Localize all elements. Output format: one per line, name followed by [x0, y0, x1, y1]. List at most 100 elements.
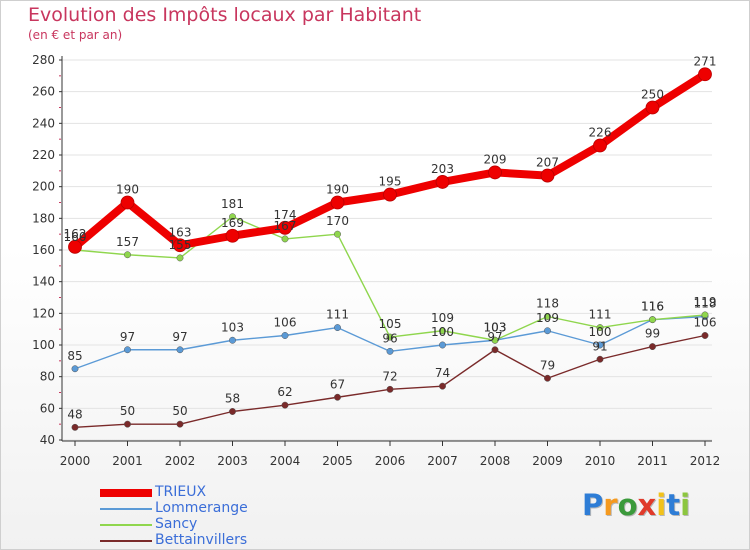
legend-label: TRIEUX [155, 484, 207, 500]
data-label: 109 [431, 311, 454, 325]
data-label: 118 [694, 297, 717, 311]
data-label: 190 [116, 183, 139, 197]
data-label: 106 [694, 316, 717, 330]
data-label: 119 [694, 295, 717, 309]
logo-letter: i [680, 488, 691, 522]
logo-letter: x [637, 488, 657, 522]
data-label: 116 [641, 300, 664, 314]
logo-letter: o [617, 488, 638, 522]
legend-item-bettainvillers: Bettainvillers [100, 532, 320, 549]
series-point [229, 213, 236, 221]
series-point [229, 336, 236, 344]
series-point [225, 228, 240, 243]
y-tick-label: 200 [32, 180, 55, 194]
x-tick-label: 2002 [165, 454, 196, 468]
y-tick-label: 180 [32, 211, 55, 225]
data-label: 250 [641, 88, 664, 102]
x-tick-label: 2004 [270, 454, 301, 468]
series-point [281, 401, 289, 409]
series-point [593, 138, 607, 153]
y-tick-label: 240 [32, 116, 55, 130]
series-point [173, 238, 187, 253]
data-label: 100 [431, 325, 454, 339]
legend-swatch [100, 508, 152, 510]
logo-letter: t [666, 488, 681, 522]
data-label: 174 [274, 208, 297, 222]
data-label: 162 [64, 227, 87, 241]
data-label: 109 [536, 311, 559, 325]
series-point [71, 423, 79, 431]
series-point [330, 195, 345, 210]
series-point [124, 251, 131, 259]
data-label: 118 [536, 297, 559, 311]
legend-item-trieux: TRIEUX [100, 484, 320, 501]
series-point [334, 324, 341, 332]
data-label: 67 [330, 377, 345, 391]
legend-label: Lommerange [155, 500, 248, 516]
series-point [596, 324, 604, 332]
data-label: 190 [326, 183, 349, 197]
series-point [439, 382, 446, 390]
legend-swatch [100, 540, 152, 542]
chart-legend: TRIEUX Lommerange Sancy Bettainvillers [100, 484, 320, 549]
legend-label: Bettainvillers [155, 532, 248, 548]
series-point [334, 230, 341, 238]
series-point [491, 336, 499, 344]
series-line-trieux [71, 70, 709, 251]
logo-letter: r [603, 488, 618, 522]
legend-label: Sancy [155, 516, 198, 532]
series-point [596, 355, 604, 363]
x-tick-label: 2007 [427, 454, 458, 468]
series-point [439, 327, 446, 335]
series-point [124, 420, 131, 428]
data-label: 209 [484, 152, 507, 166]
data-label: 163 [169, 225, 192, 239]
series-point [435, 175, 450, 189]
logo-letter: i [656, 488, 667, 522]
data-label: 111 [326, 308, 349, 322]
chart-title: Evolution des Impôts locaux par Habitant [28, 4, 422, 26]
series-point [229, 408, 236, 415]
series-point [176, 420, 184, 428]
legend-item-lommerange: Lommerange [100, 500, 320, 517]
x-tick-label: 2006 [375, 454, 406, 468]
data-label: 85 [67, 349, 82, 363]
series-point [701, 332, 709, 339]
data-label: 157 [116, 235, 139, 249]
data-label: 58 [225, 392, 240, 406]
data-label: 103 [221, 320, 244, 334]
x-tick-label: 2008 [480, 454, 511, 468]
data-label: 226 [589, 126, 612, 140]
series-point [386, 385, 394, 393]
series-point [120, 195, 135, 210]
data-label: 169 [221, 216, 244, 230]
series-point [176, 254, 184, 262]
logo-letter: P [582, 488, 604, 522]
x-tick-label: 2003 [217, 454, 248, 468]
data-label: 155 [169, 238, 192, 252]
y-tick-label: 60 [40, 401, 55, 415]
data-label: 105 [379, 317, 402, 331]
data-label: 100 [589, 325, 612, 339]
data-label: 50 [120, 404, 135, 418]
series-point [649, 316, 656, 324]
series-point [649, 343, 656, 351]
data-label: 271 [694, 54, 717, 68]
data-label: 116 [641, 300, 664, 314]
y-tick-label: 140 [32, 275, 55, 289]
series-point [71, 365, 79, 373]
data-label: 207 [536, 156, 559, 170]
series-point [491, 346, 499, 354]
data-label: 99 [645, 327, 660, 341]
data-label: 170 [326, 214, 349, 228]
data-label: 96 [382, 331, 397, 345]
x-tick-label: 2009 [532, 454, 563, 468]
x-tick-label: 2010 [585, 454, 616, 468]
y-tick-label: 80 [40, 370, 55, 384]
series-point [540, 168, 555, 183]
data-label: 72 [382, 369, 397, 383]
series-point [488, 165, 502, 180]
y-tick-label: 160 [32, 243, 55, 257]
legend-item-sancy: Sancy [100, 516, 320, 533]
data-label: 97 [172, 330, 187, 344]
